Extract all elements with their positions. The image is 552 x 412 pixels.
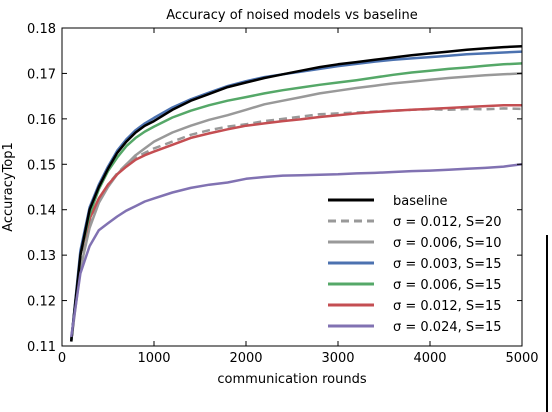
series-line-6: [69, 163, 522, 338]
y-axis: 0.11 0.12 0.13 0.14 0.15 0.16 0.17 0.18: [27, 22, 522, 355]
legend: baseline σ = 0.012, S=20 σ = 0.006, S=10 σ …: [328, 194, 502, 335]
legend-label: σ = 0.012, S=20: [393, 215, 502, 230]
series-line-3: [69, 50, 522, 342]
legend-label: baseline: [393, 194, 447, 209]
legend-label: σ = 0.012, S=15: [393, 299, 502, 314]
y-tick-label: 0.14: [27, 204, 56, 219]
series-line-0: [69, 44, 522, 342]
legend-label: σ = 0.006, S=15: [393, 278, 502, 293]
legend-label: σ = 0.024, S=15: [393, 320, 502, 335]
y-tick-label: 0.15: [27, 158, 56, 173]
y-tick-label: 0.13: [27, 249, 56, 264]
plot-lines: [69, 44, 522, 342]
x-tick-label: 4000: [413, 351, 446, 366]
x-tick-label: 5000: [505, 351, 538, 366]
y-tick-label: 0.11: [27, 340, 56, 355]
x-tick-label: 1000: [137, 351, 170, 366]
series-line-4: [69, 62, 522, 342]
legend-label: σ = 0.006, S=10: [393, 236, 502, 251]
x-axis-label: communication rounds: [217, 372, 366, 387]
y-tick-label: 0.12: [27, 295, 56, 310]
chart-title: Accuracy of noised models vs baseline: [166, 8, 418, 23]
x-tick-label: 0: [58, 351, 66, 366]
y-tick-label: 0.17: [27, 67, 56, 82]
plot-frame: [61, 27, 523, 347]
x-tick-label: 2000: [229, 351, 262, 366]
x-axis: 0 1000 2000 3000 4000 5000: [58, 28, 539, 366]
legend-label: σ = 0.003, S=15: [393, 257, 502, 272]
series-line-5: [69, 103, 522, 342]
y-tick-label: 0.16: [27, 113, 56, 128]
y-tick-label: 0.18: [27, 22, 56, 37]
y-axis-label: AccuracyTop1: [1, 142, 16, 232]
x-tick-label: 3000: [321, 351, 354, 366]
